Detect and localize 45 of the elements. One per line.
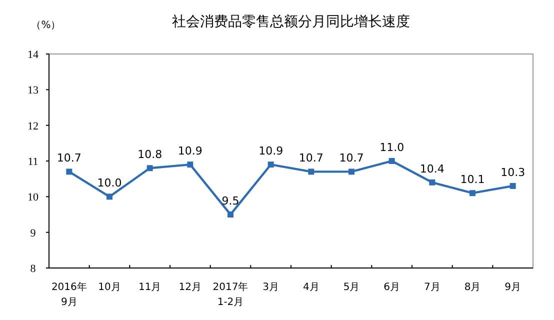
data-label: 10.3 <box>500 166 526 179</box>
data-label: 10.7 <box>56 152 82 165</box>
x-tick-label: 11月 <box>138 282 162 293</box>
y-tick-label: 8 <box>30 263 36 275</box>
x-tick-label: 12月 <box>178 282 202 293</box>
x-tick-label: 7月 <box>424 282 440 293</box>
data-label: 10.8 <box>138 148 162 162</box>
y-tick-label: 14 <box>28 49 39 61</box>
point <box>228 212 234 218</box>
x-tick-label: 2017年 1-2月 <box>212 281 248 308</box>
data-label: 10.7 <box>339 152 364 165</box>
y-tick-label: 13 <box>28 84 39 97</box>
point <box>146 165 153 172</box>
data-label: 10.7 <box>298 152 324 165</box>
x-tick-label: 3月 <box>262 282 280 293</box>
y-tick-label: 10 <box>28 192 39 204</box>
x-tick-label: 5月 <box>343 282 360 293</box>
data-label: 11.0 <box>380 141 404 154</box>
point <box>388 158 395 164</box>
x-tick-label: 2016年 9月 <box>51 281 87 308</box>
data-label: 10.0 <box>97 176 122 190</box>
x-tick-label: 9月 <box>504 282 522 293</box>
point <box>308 168 314 175</box>
point <box>268 162 274 168</box>
point <box>470 190 476 196</box>
point <box>106 194 112 200</box>
data-label: 10.4 <box>420 162 444 176</box>
data-label: 10.9 <box>258 144 284 158</box>
chart-title: 社会消费品零售总额分月同比增长速度 <box>172 14 410 30</box>
point <box>348 168 354 175</box>
y-tick-label: 11 <box>28 156 38 168</box>
point <box>187 162 194 168</box>
x-tick-label: 8月 <box>464 282 481 293</box>
y-tick-label: 12 <box>28 120 38 132</box>
point <box>66 168 72 175</box>
data-label: 9.5 <box>222 194 240 208</box>
data-label: 10.9 <box>178 144 202 158</box>
x-tick-label: 4月 <box>302 282 320 293</box>
x-tick-label: 6月 <box>384 282 400 293</box>
y-axis-title: （%） <box>31 20 61 31</box>
data-label: 10.1 <box>460 173 485 186</box>
x-tick-label: 10月 <box>98 282 121 293</box>
point <box>429 179 436 186</box>
point <box>510 182 516 189</box>
y-tick-label: 9 <box>30 227 36 240</box>
